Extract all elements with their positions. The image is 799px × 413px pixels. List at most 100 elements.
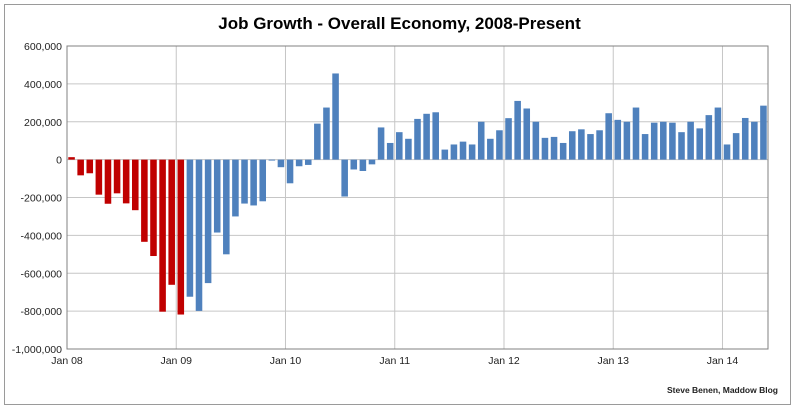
bar: [441, 149, 449, 160]
bar: [168, 159, 175, 285]
bar: [277, 159, 285, 168]
x-tick-label: Jan 09: [160, 355, 192, 367]
bar: [587, 134, 594, 160]
y-tick-label: 400,000: [24, 79, 62, 91]
bar: [250, 159, 257, 206]
bar: [432, 112, 439, 160]
bar: [477, 121, 485, 160]
bar: [377, 127, 385, 160]
bar: [150, 159, 157, 257]
y-tick-label: -200,000: [21, 193, 63, 205]
bar: [286, 159, 294, 184]
y-axis-ticks: 600,000 400,000 200,000 0 -200,000 -400,000 -6…: [12, 41, 62, 356]
bar: [77, 159, 84, 176]
bar: [632, 107, 640, 160]
bar: [714, 107, 722, 160]
bar: [705, 115, 713, 160]
bar: [605, 113, 612, 160]
bar: [578, 129, 585, 160]
bar: [68, 157, 75, 160]
x-axis-ticks: Jan 08 Jan 09 Jan 10 Jan 11 Jan 12 Jan 13 Jan …: [51, 355, 738, 367]
bar: [232, 159, 239, 217]
bar: [122, 159, 130, 204]
bar: [396, 132, 403, 160]
bar: [405, 138, 412, 160]
bar: [195, 159, 203, 311]
bar: [459, 141, 467, 160]
bar: [496, 130, 503, 160]
bar: [386, 142, 394, 160]
bar: [641, 134, 649, 160]
bar: [341, 159, 348, 197]
bar: [314, 123, 321, 160]
credit-label: Steve Benen, Maddow Blog: [667, 385, 778, 395]
bar: [741, 117, 749, 160]
bar: [468, 144, 476, 160]
bar: [487, 138, 494, 160]
chart-title: Job Growth - Overall Economy, 2008-Prese…: [218, 14, 581, 33]
bar: [368, 159, 376, 165]
bar: [132, 159, 139, 211]
bar: [332, 73, 339, 160]
y-tick-label: -400,000: [21, 230, 63, 242]
x-tick-label: Jan 13: [597, 355, 629, 367]
y-tick-label: -600,000: [21, 268, 63, 280]
bar: [614, 119, 622, 160]
bar: [760, 105, 767, 160]
bar: [141, 159, 148, 242]
bar: [304, 159, 312, 165]
bar: [751, 121, 758, 160]
y-tick-label: -800,000: [21, 306, 63, 318]
x-tick-label: Jan 14: [707, 355, 739, 367]
bar: [559, 142, 567, 160]
bar: [159, 159, 166, 312]
plot-border: [66, 45, 769, 350]
bar: [514, 100, 521, 160]
bar: [359, 159, 367, 171]
bars: [68, 73, 767, 315]
bar: [541, 137, 549, 160]
bar: [113, 159, 121, 194]
bar: [568, 131, 576, 160]
x-tick-label: Jan 12: [488, 355, 520, 367]
bar: [295, 159, 303, 167]
bar: [86, 159, 94, 174]
y-tick-label: 600,000: [24, 41, 62, 53]
bar: [596, 130, 603, 160]
y-tick-label: 200,000: [24, 117, 62, 129]
bar: [732, 133, 740, 160]
x-tick-label: Jan 08: [51, 355, 83, 367]
bar: [323, 107, 330, 160]
bar: [423, 113, 430, 160]
bar: [259, 159, 267, 202]
bar: [414, 118, 421, 160]
bar: [186, 159, 194, 297]
bar: [204, 159, 212, 284]
bar: [687, 121, 694, 160]
bar: [350, 159, 358, 170]
bar: [268, 159, 276, 161]
bar: [450, 144, 458, 160]
bar: [550, 136, 558, 160]
bar: [505, 118, 512, 160]
y-tick-label: -1,000,000: [12, 344, 62, 356]
bar: [660, 121, 667, 160]
bar: [95, 159, 103, 195]
bar: [223, 159, 230, 255]
bar: [669, 122, 676, 160]
bar: [104, 159, 112, 204]
bar: [696, 128, 703, 160]
bar: [213, 159, 221, 233]
bar: [650, 122, 658, 160]
bar: [532, 121, 540, 160]
y-tick-label: 0: [56, 155, 62, 167]
bar: [723, 144, 731, 160]
bar: [678, 132, 685, 160]
x-tick-label: Jan 11: [379, 355, 410, 367]
bar: [177, 159, 185, 315]
bar: [523, 108, 531, 160]
x-tick-label: Jan 10: [270, 355, 302, 367]
bar: [241, 159, 248, 204]
bar: [623, 121, 631, 160]
